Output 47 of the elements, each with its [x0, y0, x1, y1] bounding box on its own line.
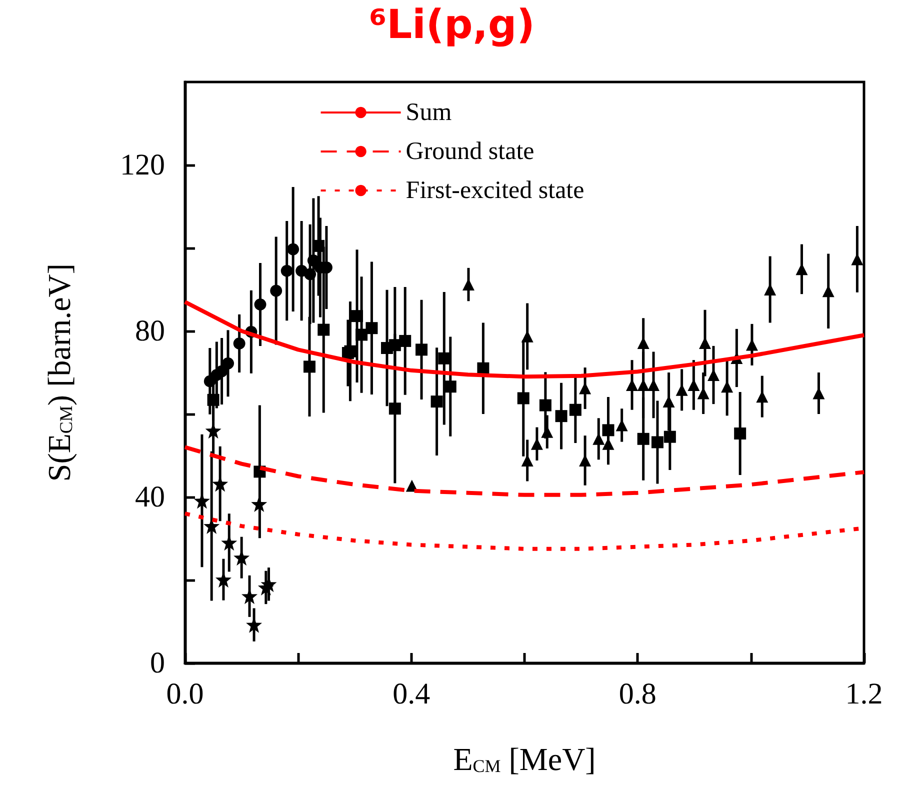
point: [416, 344, 428, 356]
point: [351, 310, 364, 322]
point: [399, 334, 412, 347]
point: [303, 360, 316, 373]
point: [444, 380, 456, 393]
point: [517, 392, 530, 404]
point: [637, 337, 650, 350]
point: [207, 394, 220, 406]
line-series: [183, 300, 866, 379]
point: [254, 298, 266, 310]
point: [233, 337, 246, 350]
point: [438, 352, 450, 364]
line-series: [183, 445, 866, 497]
point: [356, 328, 368, 341]
x-axis-title: ECM [MeV]: [453, 741, 596, 777]
point: [304, 268, 316, 280]
point: [270, 284, 282, 297]
x-tick-label: 1.2: [845, 678, 883, 710]
point: [637, 432, 650, 445]
point: [344, 345, 356, 358]
x-tick-label: 0.8: [618, 678, 656, 710]
point: [222, 357, 234, 370]
y-tick-label: 0: [150, 646, 165, 680]
chart-title: ⁶Li(p,g): [369, 2, 535, 48]
point: [388, 402, 401, 415]
legend-label: Sum: [406, 99, 452, 126]
point: [287, 243, 300, 256]
legend-label: Ground state: [406, 138, 534, 165]
point: [318, 324, 330, 336]
point: [555, 410, 568, 422]
point: [539, 399, 552, 412]
point: [251, 496, 268, 512]
point: [430, 396, 443, 408]
point: [664, 430, 676, 443]
point: [280, 264, 293, 277]
point: [602, 424, 614, 436]
legend-label: First-excited state: [406, 177, 584, 204]
point: [569, 404, 582, 416]
x-tick-label: 0.0: [166, 678, 204, 710]
point: [366, 322, 378, 334]
y-tick-label: 80: [135, 314, 165, 348]
y-tick-label: 120: [120, 148, 165, 182]
y-axis-title: S(ECM) [barn.eV]: [41, 263, 77, 482]
y-tick-label: 40: [135, 480, 165, 514]
x-tick-label: 0.4: [392, 678, 430, 710]
point: [734, 428, 746, 440]
point: [651, 436, 664, 448]
